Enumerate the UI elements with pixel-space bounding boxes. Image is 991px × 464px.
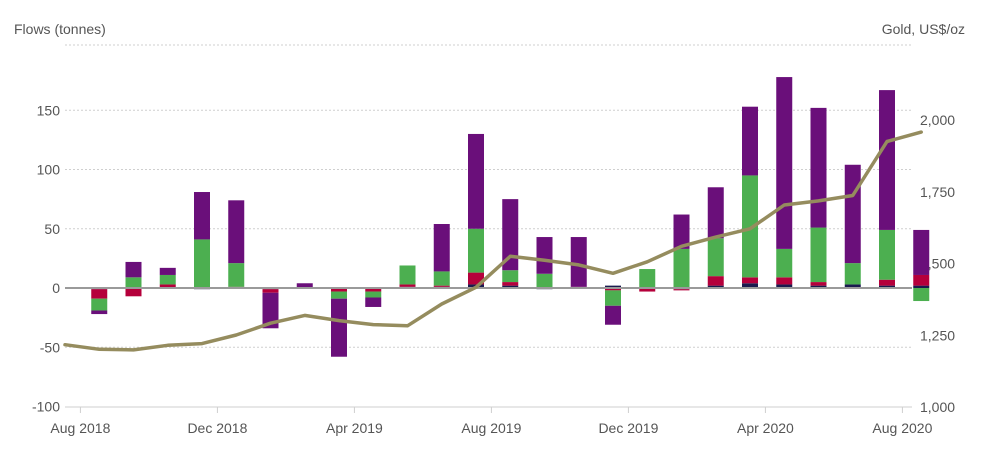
bar-segment-jul-2020-0 bbox=[879, 285, 895, 288]
x-axis: Aug 2018 Dec 2018 Apr 2019 Aug 2019 Dec 2019… bbox=[50, 406, 933, 436]
bar-segment-aug-2019-1 bbox=[502, 282, 519, 286]
right-tick-label: 1,250 bbox=[920, 327, 955, 343]
bar-segment-mar-2019-2 bbox=[331, 291, 347, 299]
bar-segment-dec-2019-1 bbox=[639, 288, 656, 292]
bar-segment-aug-2018-3 bbox=[91, 310, 108, 315]
bar-segment-feb-2020-0 bbox=[707, 285, 724, 288]
bar-segment-oct-2018-3 bbox=[159, 267, 176, 275]
bar-segment-nov-2019-0 bbox=[605, 285, 621, 288]
bar-segment-nov-2019-2 bbox=[605, 290, 621, 306]
bar-segment-may-2020-3 bbox=[810, 107, 827, 228]
x-tick-label: Aug 2020 bbox=[872, 420, 932, 436]
left-tick-label: 100 bbox=[37, 162, 61, 178]
right-tick-label: 2,000 bbox=[920, 112, 955, 128]
bar-segment-apr-2019-2 bbox=[365, 291, 382, 298]
bar-segment-sep-2018-3 bbox=[125, 261, 142, 278]
bar-segment-jan-2020-2 bbox=[673, 248, 690, 288]
bar-segment-aug-2020-1 bbox=[913, 274, 930, 286]
bar-segment-sep-2019-2 bbox=[536, 273, 553, 288]
bar-segment-jun-2019-2 bbox=[433, 271, 450, 286]
left-axis-title: Flows (tonnes) bbox=[14, 21, 106, 37]
left-tick-label: 0 bbox=[52, 280, 60, 296]
bar-segment-feb-2020-2 bbox=[707, 238, 724, 277]
bar-segment-nov-2019-3 bbox=[605, 305, 621, 325]
bar-segment-jul-2020-3 bbox=[879, 90, 895, 230]
right-axis-title: Gold, US$/oz bbox=[882, 21, 965, 37]
bar-segment-may-2020-1 bbox=[810, 282, 827, 286]
bar-segment-nov-2019-1 bbox=[605, 288, 621, 291]
x-tick-label: Aug 2019 bbox=[461, 420, 521, 436]
bar-segment-apr-2020-1 bbox=[776, 277, 793, 285]
bar-segment-jan-2019-3 bbox=[262, 292, 279, 329]
gold-price-polyline bbox=[63, 130, 923, 352]
bar-segment-may-2019-1 bbox=[399, 284, 416, 287]
bar-segment-mar-2019-1 bbox=[331, 288, 347, 292]
bar-segment-sep-2018-1 bbox=[125, 288, 142, 297]
stacked-bars bbox=[91, 77, 930, 357]
bar-segment-aug-2020-3 bbox=[913, 229, 930, 275]
bar-segment-aug-2019-0 bbox=[502, 285, 519, 288]
bar-segment-mar-2020-0 bbox=[742, 283, 758, 288]
bar-segment-may-2019-2 bbox=[399, 265, 416, 285]
bar-segment-jul-2020-2 bbox=[879, 229, 895, 280]
bar-segment-feb-2019-3 bbox=[296, 283, 313, 288]
left-tick-label: 50 bbox=[44, 221, 60, 237]
bar-segment-mar-2020-3 bbox=[742, 106, 758, 176]
left-tick-label: 150 bbox=[37, 102, 61, 118]
bar-segment-feb-2020-1 bbox=[707, 276, 724, 286]
bar-segment-oct-2018-2 bbox=[159, 274, 176, 285]
bar-segment-jun-2019-3 bbox=[433, 224, 450, 272]
bar-segment-dec-2018-2 bbox=[228, 263, 245, 287]
x-tick-label: Dec 2019 bbox=[598, 420, 658, 436]
x-tick-label: Apr 2020 bbox=[737, 420, 794, 436]
bar-segment-aug-2020-0 bbox=[913, 285, 930, 288]
left-tick-label: -50 bbox=[40, 339, 60, 355]
bar-segment-jul-2019-3 bbox=[468, 133, 484, 229]
bar-segment-jul-2020-1 bbox=[879, 279, 895, 286]
bar-segment-nov-2018-2 bbox=[194, 239, 210, 288]
bar-segment-apr-2019-1 bbox=[365, 288, 382, 292]
bar-segment-jun-2020-0 bbox=[844, 284, 861, 288]
bar-segment-jun-2020-3 bbox=[844, 164, 861, 264]
bar-segment-aug-2020-2 bbox=[913, 288, 930, 302]
x-tick-label: Aug 2018 bbox=[50, 420, 110, 436]
bar-segment-apr-2020-0 bbox=[776, 284, 793, 288]
bar-segment-jul-2019-2 bbox=[468, 228, 484, 273]
right-tick-label: 1,000 bbox=[920, 399, 955, 415]
bar-segment-nov-2018-3 bbox=[194, 192, 210, 240]
gold-price-line bbox=[63, 130, 923, 352]
bar-segment-mar-2020-1 bbox=[742, 277, 758, 284]
bar-segment-apr-2020-3 bbox=[776, 77, 793, 249]
left-tick-label: -100 bbox=[32, 399, 60, 415]
x-tick-label: Apr 2019 bbox=[326, 420, 383, 436]
bar-segment-jul-2019-1 bbox=[468, 272, 484, 285]
bar-segment-apr-2020-2 bbox=[776, 248, 793, 278]
bar-segment-jan-2019-1 bbox=[262, 289, 279, 293]
bar-segment-sep-2019-3 bbox=[536, 237, 553, 274]
bar-segment-oct-2018-1 bbox=[159, 284, 176, 288]
bar-segment-oct-2019-3 bbox=[570, 237, 587, 287]
bar-segment-aug-2019-2 bbox=[502, 270, 519, 283]
bar-segment-mar-2020-2 bbox=[742, 175, 758, 278]
bar-segment-feb-2020-3 bbox=[707, 187, 724, 239]
bar-segment-aug-2019-3 bbox=[502, 199, 519, 271]
left-axis-ticks: 150 100 50 0 -50 -100 bbox=[32, 102, 60, 414]
bar-segment-sep-2018-2 bbox=[125, 277, 142, 288]
right-tick-label: 1,750 bbox=[920, 184, 955, 200]
bar-segment-jun-2019-1 bbox=[433, 285, 450, 287]
bar-segment-dec-2019-2 bbox=[639, 269, 656, 288]
bar-segment-apr-2019-3 bbox=[365, 297, 382, 307]
bar-segment-jan-2020-1 bbox=[673, 289, 690, 291]
bar-segment-aug-2018-2 bbox=[91, 298, 108, 311]
bar-segment-aug-2018-1 bbox=[91, 289, 108, 299]
bar-segment-jun-2020-2 bbox=[844, 263, 861, 285]
bar-segment-mar-2019-3 bbox=[331, 298, 347, 357]
bar-segment-dec-2018-3 bbox=[228, 200, 245, 264]
bar-segment-may-2020-2 bbox=[810, 227, 827, 283]
bar-segment-may-2020-0 bbox=[810, 285, 827, 288]
bar-segment-jan-2020-3 bbox=[673, 214, 690, 249]
x-tick-label: Dec 2018 bbox=[187, 420, 247, 436]
